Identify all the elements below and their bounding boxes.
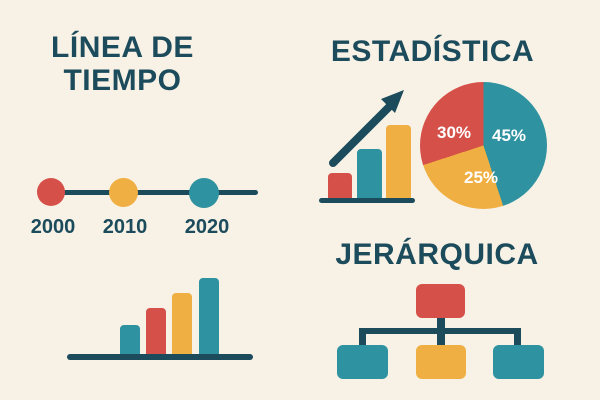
hierarchy-child-node-right [493,345,544,379]
hierarchy-connector-horizontal [359,328,521,334]
timeline-axis-line [47,190,258,195]
bar-chart-bar-1 [120,325,140,356]
timeline-dot-2020 [189,178,219,208]
bar-chart-baseline [67,354,253,360]
pie-slice-label-25: 25% [463,168,499,187]
timeline-dot-2000 [37,178,65,206]
timeline-year-label: 2020 [184,216,230,238]
timeline-year-label: 2010 [102,216,148,238]
hierarchy-connector-drop-left [359,328,366,348]
hierarchy-parent-node [416,284,465,318]
pie-slice-label-45: 45% [491,126,527,145]
pie-slice-label-30: 30% [436,123,472,142]
hierarchy-connector-drop-right [514,328,521,348]
growth-chart-bar-1 [328,173,352,200]
growth-chart-bar-2 [357,149,382,200]
bar-chart-bar-4 [199,278,219,356]
growth-chart-bar-3 [386,125,411,200]
bar-chart-bar-3 [172,293,192,356]
growth-chart-baseline [319,198,415,203]
timeline-title-line1: LÍNEA DE [51,31,194,64]
timeline-title: LÍNEA DE TIEMPO [20,31,225,97]
pie-chart: 30% 45% 25% [420,82,547,209]
hierarchy-title: JERÁRQUICA [335,238,539,271]
statistics-title: ESTADÍSTICA [330,35,535,68]
hierarchy-child-node-middle [416,345,466,379]
bar-chart-bar-2 [146,308,166,356]
timeline-year-label: 2000 [30,216,76,238]
hierarchy-child-node-left [337,345,388,379]
timeline-dot-2010 [109,178,138,207]
trend-arrow-icon [329,90,404,167]
timeline-title-line2: TIEMPO [63,64,182,97]
